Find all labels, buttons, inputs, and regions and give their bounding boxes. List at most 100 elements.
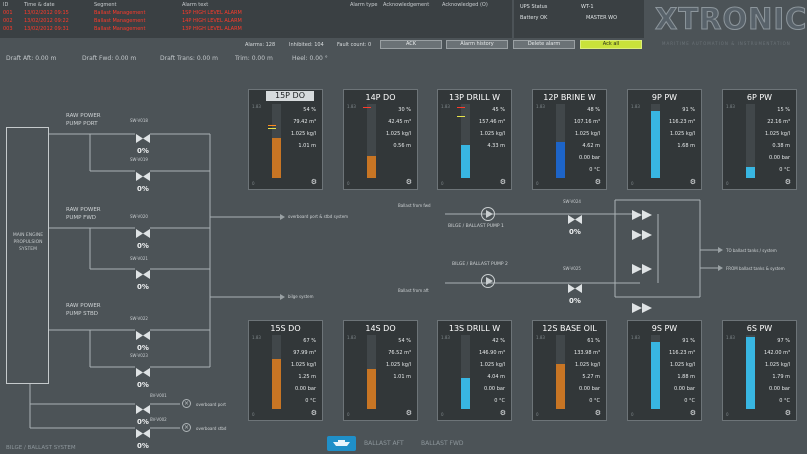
- tank-pct: 45 %: [492, 107, 505, 113]
- tank-15p-do[interactable]: 15P DO 1.83 0 54 % 79.42 m³ 1.025 kg/l 1.01 m ⚙: [248, 89, 323, 190]
- valve-sw-v023[interactable]: 0%: [136, 362, 150, 389]
- valve-sw-v022[interactable]: 0%: [136, 325, 150, 352]
- tank-name: 9S PW: [651, 324, 678, 333]
- tank-press: 0.00 bar: [768, 155, 790, 161]
- alarm-segment: Ballast Management: [94, 18, 146, 24]
- tank-dens: 1.025 kg/l: [290, 362, 316, 368]
- gear-icon[interactable]: ⚙: [594, 178, 601, 186]
- tank-scale-bottom: 0: [726, 412, 729, 417]
- gear-icon[interactable]: ⚙: [689, 178, 696, 186]
- tab-bilge-system[interactable]: [327, 436, 356, 451]
- tank-level-bar: [651, 104, 660, 178]
- tank-pct: 15 %: [777, 107, 790, 113]
- valve-sw-v024[interactable]: 0%: [568, 209, 582, 236]
- alarms-count: Alarms: 128: [245, 42, 276, 48]
- pump-fwd-label-line1: RAW POWER: [66, 207, 101, 213]
- valve-sw-v021[interactable]: 0%: [136, 264, 150, 291]
- alarm-time: 13/02/2012 09:31: [24, 26, 69, 32]
- valve-sw-v020[interactable]: 0%: [136, 223, 150, 250]
- tank-9s-pw[interactable]: 9S PW 1.83 0 91 % 116.23 m³ 1.025 kg/l 1.88 m 0…: [627, 320, 702, 421]
- tank-lvl: 1.68 m: [677, 143, 695, 149]
- tank-temp: 0 °C: [589, 398, 600, 404]
- valve-name: SW-V019: [130, 157, 148, 162]
- tank-lvl: 5.27 m: [582, 374, 600, 380]
- valve-sw-v018[interactable]: 0%: [136, 128, 150, 155]
- master-status: MASTER WO: [586, 15, 618, 21]
- gear-icon[interactable]: ⚙: [594, 409, 601, 417]
- tank-vol: 157.46 m³: [479, 119, 505, 125]
- gear-icon[interactable]: ⚙: [405, 409, 412, 417]
- system-title: BILGE / BALLAST SYSTEM: [6, 445, 76, 451]
- tank-12p-brine-w[interactable]: 12P BRINE W 1.83 0 48 % 107.16 m³ 1.025 kg/l 4…: [532, 89, 607, 190]
- tank-lvl: 1.88 m: [677, 374, 695, 380]
- tank-level-bar: [556, 104, 565, 178]
- alarm-header-acked: Acknowledged (O): [442, 2, 488, 8]
- gear-icon[interactable]: ⚙: [784, 178, 791, 186]
- valve-sw-v025[interactable]: 0%: [568, 278, 582, 305]
- trim: Trim: 0.00 m: [235, 55, 273, 62]
- gear-icon[interactable]: ⚙: [689, 409, 696, 417]
- gear-icon[interactable]: ⚙: [310, 178, 317, 186]
- valve-name: SW-V021: [130, 256, 148, 261]
- tank-13s-drill-w[interactable]: 13S DRILL W 1.83 0 42 % 146.90 m³ 1.025 kg/l 4…: [437, 320, 512, 421]
- tank-scale-top: 1.83: [252, 104, 261, 109]
- tank-dens: 1.025 kg/l: [479, 131, 505, 137]
- valve-bv-v001[interactable]: 0%: [136, 399, 150, 426]
- tank-14p-do[interactable]: 14P DO 1.83 0 30 % 42.45 m³ 1.025 kg/l 0.56 m ⚙: [343, 89, 418, 190]
- from-tanks-label: FROM ballast tanks & system: [726, 266, 785, 271]
- tank-13p-drill-w[interactable]: 13P DRILL W 1.83 0 45 % 157.46 m³ 1.025 kg/l 4…: [437, 89, 512, 190]
- tank-dens: 1.025 kg/l: [385, 131, 411, 137]
- delete-alarm-button[interactable]: Delete alarm: [513, 40, 575, 49]
- tank-name: 15S DO: [270, 324, 301, 333]
- tab-ballast-aft[interactable]: BALLAST AFT: [364, 440, 404, 447]
- gear-icon[interactable]: ⚙: [405, 178, 412, 186]
- tank-12s-base-oil[interactable]: 12S BASE OIL 1.83 0 61 % 133.98 m³ 1.025 kg/l…: [532, 320, 607, 421]
- alarm-history-button[interactable]: Alarm history: [446, 40, 508, 49]
- tank-6p-pw[interactable]: 6P PW 1.83 0 15 % 22.16 m³ 1.025 kg/l 0.38 m 0.…: [722, 89, 797, 190]
- valve-name: SW-V022: [130, 316, 148, 321]
- gear-icon[interactable]: ⚙: [310, 409, 317, 417]
- tank-scale-top: 1.83: [252, 335, 261, 340]
- tank-6s-pw[interactable]: 6S PW 1.83 0 97 % 142.00 m³ 1.025 kg/l 1.79 m 0…: [722, 320, 797, 421]
- propulsion-system-box[interactable]: [6, 127, 49, 384]
- tank-press: 0.00 bar: [294, 386, 316, 392]
- valve-icon: [136, 405, 150, 414]
- tab-ballast-fwd[interactable]: BALLAST FWD: [421, 440, 464, 447]
- alarm-header-ack: Acknowledgement: [383, 2, 430, 8]
- ack-all-button[interactable]: Ack all: [580, 40, 642, 49]
- alarm-row[interactable]: 001 13/02/2012 09:15 Ballast Management …: [0, 10, 380, 17]
- ack-button[interactable]: ACK: [380, 40, 442, 49]
- tank-vol: 42.45 m³: [388, 119, 411, 125]
- ballast-pump-1-icon[interactable]: [481, 207, 495, 221]
- gear-icon[interactable]: ⚙: [499, 178, 506, 186]
- valve-name: SW-V020: [130, 214, 148, 219]
- alarm-row[interactable]: 003 13/02/2012 09:31 Ballast Management …: [0, 26, 380, 33]
- valve-percent: 0%: [137, 344, 149, 352]
- tank-15s-do[interactable]: 15S DO 1.83 0 67 % 97.99 m³ 1.025 kg/l 1.25 m 0…: [248, 320, 323, 421]
- alarm-row[interactable]: 002 13/02/2012 09:22 Ballast Management …: [0, 18, 380, 25]
- valve-bv-v002[interactable]: 0%: [136, 423, 150, 450]
- tank-level-bar: [746, 335, 755, 409]
- tank-dens: 1.025 kg/l: [574, 131, 600, 137]
- valve-sw-v019[interactable]: 0%: [136, 166, 150, 193]
- tank-pct: 54 %: [303, 107, 316, 113]
- tank-9p-pw[interactable]: 9P PW 1.83 0 91 % 116.23 m³ 1.025 kg/l 1.68 m ⚙: [627, 89, 702, 190]
- tank-name: 15P DO: [266, 91, 314, 101]
- tank-level-fill: [556, 142, 565, 178]
- tank-pct: 97 %: [777, 338, 790, 344]
- alarm-segment: Ballast Management: [94, 10, 146, 16]
- tank-name: 12P BRINE W: [543, 93, 596, 102]
- alarm-setpoint-marker: [457, 107, 465, 108]
- tank-lvl: 1.79 m: [772, 374, 790, 380]
- tank-14s-do[interactable]: 14S DO 1.83 0 54 % 76.52 m³ 1.025 kg/l 1.01 m ⚙: [343, 320, 418, 421]
- propulsion-system-label: MAIN ENGINE PROPULSION SYSTEM: [12, 233, 44, 252]
- pump1-label: BILGE / BALLAST PUMP 1: [448, 224, 504, 229]
- tank-name: 14P DO: [365, 93, 396, 102]
- valve-name: SW-V024: [563, 199, 581, 204]
- ballast-pump-2-icon[interactable]: [481, 274, 495, 288]
- gear-icon[interactable]: ⚙: [499, 409, 506, 417]
- gear-icon[interactable]: ⚙: [784, 409, 791, 417]
- overboard-stbd-label: overboard stbd: [196, 426, 227, 431]
- valve-icon: [136, 134, 150, 143]
- valve-percent: 0%: [137, 147, 149, 155]
